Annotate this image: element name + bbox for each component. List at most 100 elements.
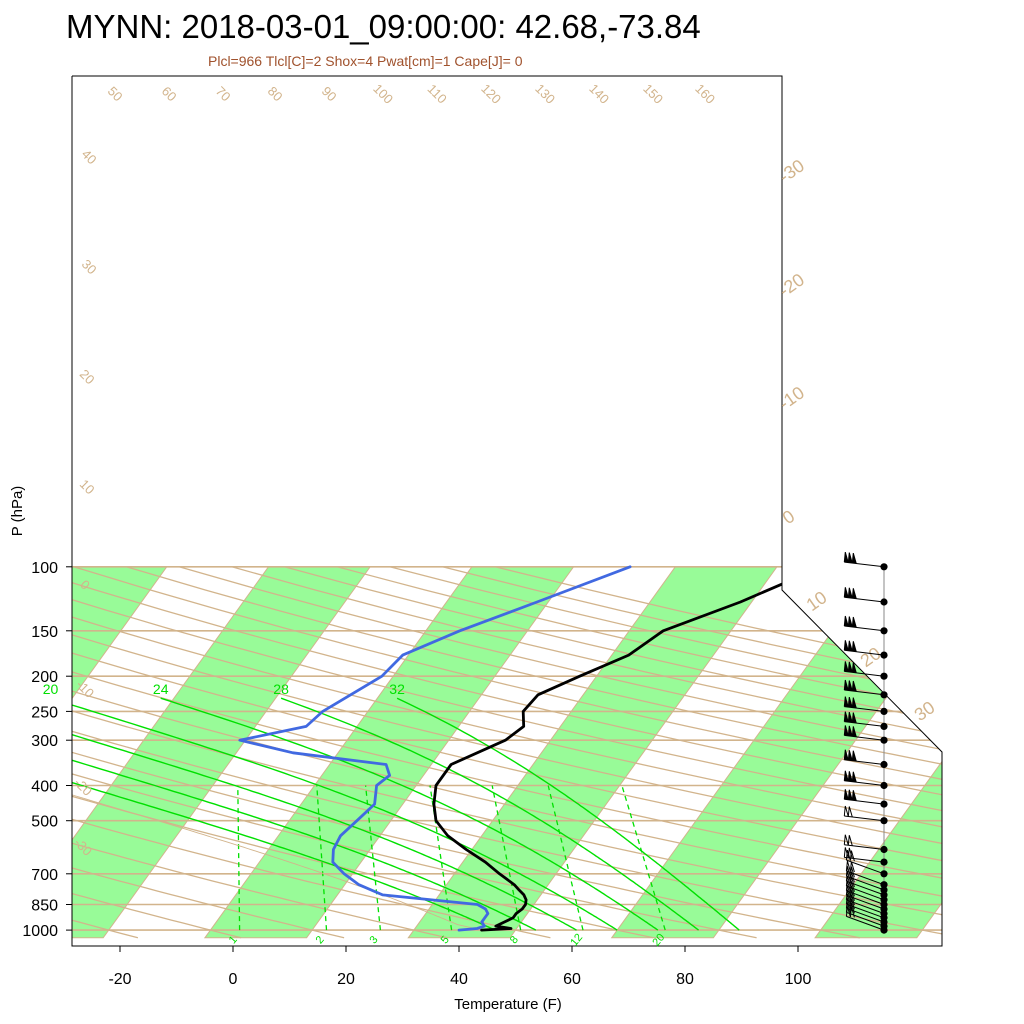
y-tick-label: 400 (31, 779, 58, 796)
dry-adiabat-label: 150 (640, 81, 666, 107)
dry-adiabat (72, 566, 942, 939)
wind-barb (846, 911, 885, 927)
x-tick-label: 100 (785, 971, 812, 988)
dry-adiabat-label: 20 (77, 366, 98, 387)
wind-barb-flag (847, 696, 853, 708)
wind-barb-flag (851, 680, 857, 692)
y-tick-label: 850 (31, 898, 58, 915)
wind-barb-flag (847, 680, 853, 692)
dry-adiabat-label: 60 (159, 83, 180, 104)
y-tick-label: 200 (31, 669, 58, 686)
y-tick-label: 1000 (22, 923, 58, 940)
dewpoint-profile-line (238, 565, 632, 932)
wind-level-dot (880, 817, 888, 825)
wind-barb-flag (843, 640, 849, 651)
moist-adiabat (396, 697, 740, 931)
wind-barb-flag (843, 587, 849, 598)
y-tick-label: 100 (31, 560, 58, 577)
axes: -20 0 20 40 60 80 100 100 150 200 250 300 400 500 700… (9, 486, 811, 1013)
mixing-ratio-line (316, 785, 328, 931)
wind-barb-flag (847, 616, 853, 628)
isotherm-label: -20 (775, 269, 808, 300)
wind-barb-flag (843, 789, 849, 800)
wind-barb-flag (847, 806, 853, 818)
wind-barb-flag (843, 696, 849, 708)
temperature-profile-line (432, 565, 824, 932)
wind-barb-flag (843, 551, 849, 563)
moist-adiabat-label: 20 (43, 681, 59, 697)
wind-barb-flag (851, 726, 857, 738)
y-tick-label: 500 (31, 814, 58, 831)
x-tick-label: 60 (563, 971, 581, 988)
dry-adiabat (126, 566, 942, 939)
wind-barb-flag (847, 789, 853, 801)
wind-barb-flag (845, 906, 851, 918)
isotherm-label: 20 (857, 643, 885, 671)
mixing-ratio-line (491, 785, 522, 931)
wind-level-dot (880, 627, 888, 635)
y-tick-label: 700 (31, 867, 58, 884)
chart-subtitle: Plcl=966 Tlcl[C]=2 Shox=4 Pwat[cm]=1 Cap… (208, 53, 523, 69)
wind-barb-flag (843, 834, 849, 846)
wind-level-dot (880, 736, 888, 744)
wind-barb-flag (851, 750, 857, 762)
moist-adiabat-label: 32 (389, 681, 405, 697)
wind-barb (844, 844, 885, 850)
wind-barb-flag (851, 616, 857, 628)
wind-barb-flag (851, 712, 857, 724)
wind-barb-flag (843, 770, 849, 782)
wind-barb (846, 880, 885, 896)
dry-adiabat-label: 90 (319, 83, 340, 104)
wind-barb-flag (851, 697, 857, 709)
mixing-ratio-label: 2 (314, 934, 327, 946)
wind-barb-flag (847, 711, 853, 723)
wind-barb-flag (843, 805, 849, 817)
wind-level-dot (880, 563, 888, 571)
dry-adiabat-label: 40 (79, 146, 100, 167)
dry-adiabat (72, 566, 942, 939)
isotherm-label: -10 (775, 382, 808, 413)
wind-barb-flag (847, 587, 853, 599)
wind-barb (846, 870, 885, 886)
isotherm-band (814, 566, 942, 939)
y-tick-label: 250 (31, 704, 58, 721)
dry-adiabat (72, 566, 654, 939)
wind-barb (846, 885, 885, 901)
dry-adiabat (0, 567, 35, 938)
x-axis-label: Temperature (F) (454, 996, 562, 1013)
x-axis: -20 0 20 40 60 80 100 (108, 946, 811, 988)
y-axis-label: P (hPa) (9, 486, 26, 537)
wind-barb-flag (847, 771, 853, 782)
y-tick-label: 150 (31, 624, 58, 641)
wind-barb-flag (847, 835, 853, 846)
dry-adiabat-label: 50 (105, 83, 126, 104)
moist-adiabat (72, 697, 496, 931)
dry-adiabat (178, 566, 942, 939)
mixing-ratio-label: 3 (368, 934, 381, 946)
dry-adiabat-label: 70 (213, 83, 234, 104)
wind-barb (846, 859, 885, 875)
x-tick-label: 40 (450, 971, 468, 988)
wind-barb-flag (851, 641, 857, 652)
dry-adiabat (72, 566, 448, 939)
parcel-path (72, 695, 482, 931)
wind-level-dot (880, 881, 888, 889)
wind-barb-flag (843, 725, 849, 737)
isotherm-band (1019, 567, 1024, 938)
wind-level-dot (880, 672, 888, 680)
wind-barb-flag (851, 771, 857, 783)
dry-adiabat (72, 566, 942, 939)
isotherm-label: -30 (775, 155, 808, 186)
dry-adiabat-label: 130 (532, 81, 558, 107)
wind-barb-flag (851, 552, 857, 564)
wind-barb (844, 815, 885, 822)
parcel-line (72, 695, 482, 931)
wind-barb-flag (847, 552, 853, 564)
wind-level-dot (880, 870, 888, 878)
dry-adiabat (72, 566, 860, 939)
wind-barb-flag (843, 679, 849, 691)
dry-adiabat (72, 566, 551, 939)
sounding-profiles (238, 565, 824, 932)
dry-adiabat-label: 30 (79, 256, 100, 277)
